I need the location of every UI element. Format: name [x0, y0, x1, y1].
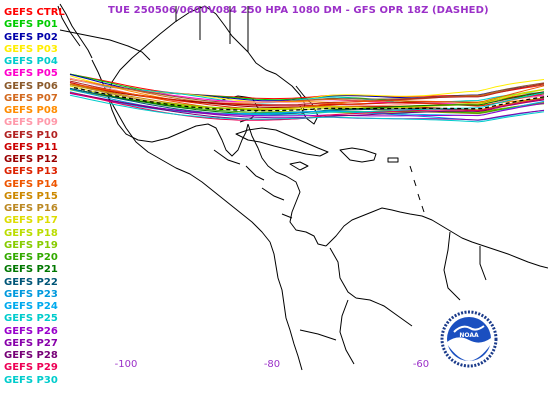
legend-item: GEFS P16 — [4, 203, 58, 214]
legend-item: GEFS P27 — [4, 337, 58, 349]
legend-item: GEFS P03 — [4, 43, 58, 55]
central-america — [247, 123, 327, 247]
south-america-pacific — [269, 241, 303, 371]
colombia-venezuela-coast — [325, 207, 548, 269]
legend-item: GEFS P22 — [4, 276, 58, 288]
longitude-label-80w: -80 — [263, 359, 281, 370]
legend-item: GEFS P19 — [4, 239, 58, 251]
legend-item: GEFS P13 — [4, 166, 58, 178]
legend-item: GEFS P09 — [4, 117, 58, 129]
legend-item: GEFS P25 — [4, 313, 58, 325]
legend-item: GEFS P30 — [4, 374, 58, 386]
cuba — [235, 127, 329, 157]
longitude-label-60w: -60 — [412, 359, 430, 370]
legend-item: GEFS P10 — [4, 129, 58, 141]
lesser-antilles — [409, 165, 425, 213]
state-lines — [175, 6, 249, 52]
legend-item: GEFS P29 — [4, 362, 58, 374]
ensemble-tracks — [69, 73, 545, 123]
south-america-borders — [299, 231, 487, 365]
hispaniola — [339, 147, 377, 163]
member-legend: GEFS CTRL GEFS P01 GEFS P02 GEFS P03 GEF… — [4, 7, 65, 387]
legend-item: GEFS P11 — [4, 141, 58, 153]
ensemble-track — [69, 83, 545, 111]
legend-item: GEFS P17 — [4, 215, 58, 227]
puerto-rico — [387, 157, 399, 163]
legend-item: GEFS P28 — [4, 350, 58, 361]
baja-california — [57, 3, 93, 59]
legend-item: GEFS P01 — [4, 19, 58, 31]
legend-item: GEFS P04 — [4, 56, 58, 67]
mexico-gulf-coast — [107, 95, 249, 157]
legend-item: GEFS P21 — [4, 264, 58, 276]
legend-item: GEFS P14 — [4, 178, 58, 190]
legend-item: GEFS P18 — [4, 227, 58, 239]
legend-item: GEFS CTRL — [4, 7, 65, 18]
legend-item: GEFS P15 — [4, 190, 58, 202]
ensemble-track — [69, 78, 545, 104]
legend-item: GEFS P05 — [4, 68, 58, 80]
legend-item: GEFS P26 — [4, 325, 58, 337]
us-gulf-coast — [204, 5, 306, 115]
legend-item: GEFS P02 — [4, 31, 58, 43]
legend-item: GEFS P07 — [4, 92, 58, 104]
texas-coast — [107, 5, 206, 97]
svg-text:NOAA: NOAA — [459, 332, 479, 339]
ensemble-track — [69, 94, 545, 123]
jamaica — [289, 161, 309, 171]
legend-item: GEFS P06 — [4, 80, 58, 92]
legend-item: GEFS P12 — [4, 154, 58, 165]
borders — [59, 6, 487, 365]
legend-item: GEFS P08 — [4, 105, 58, 116]
legend-item: GEFS P20 — [4, 252, 58, 263]
longitude-label-100w: -100 — [114, 359, 138, 370]
legend-item: GEFS P23 — [4, 288, 58, 300]
gfs-opr-dashed-line — [73, 87, 548, 112]
legend-item: GEFS P24 — [4, 301, 58, 312]
chart-title: TUE 250506/0600V084 250 HPA 1080 DM - GF… — [108, 5, 489, 16]
ensemble-track — [69, 77, 545, 104]
us-mexico-border — [59, 29, 151, 61]
central-america-borders — [213, 149, 293, 219]
noaa-logo: NOAA — [440, 310, 498, 368]
